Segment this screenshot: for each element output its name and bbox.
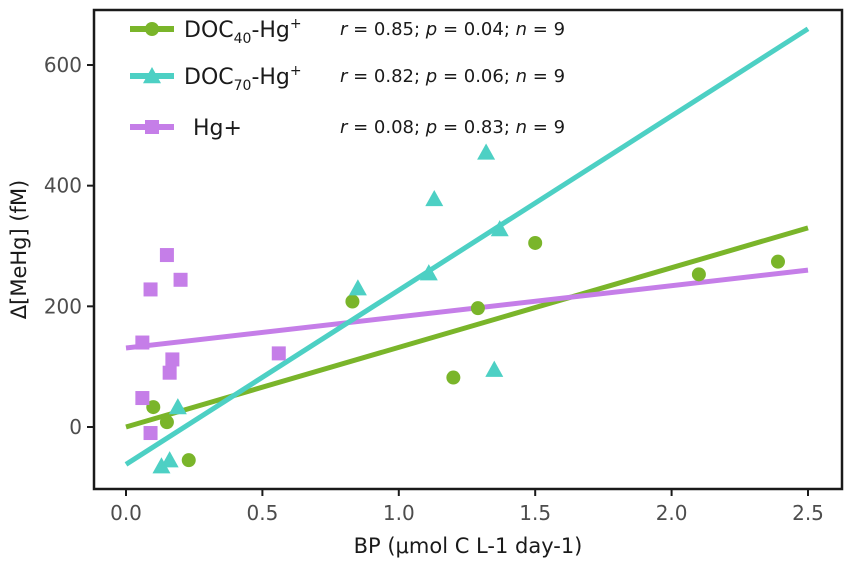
point-circle [146, 400, 161, 415]
point-square [135, 335, 150, 350]
y-tick-label: 400 [44, 174, 82, 198]
axis-ticks: 0.0 0.5 1.0 1.5 2.0 2.5 0 200 400 600 [44, 53, 824, 525]
point-square [143, 426, 158, 441]
fit-lines [124, 26, 810, 467]
legend-key-marker [143, 67, 161, 84]
point-triangle [152, 457, 171, 474]
x-tick-label: 0.5 [246, 501, 278, 525]
point-triangle [425, 189, 444, 207]
point-circle [446, 370, 461, 385]
legend: DOC40-Hg+ r = 0.85; p = 0.04; n = 9 DOC70-… [130, 16, 565, 141]
point-square [135, 391, 150, 406]
point-circle [770, 254, 785, 269]
point-square [162, 365, 177, 380]
point-triangle [348, 279, 367, 296]
legend-label: DOC40-Hg+ [184, 16, 302, 47]
legend-key-marker [145, 22, 159, 36]
point-circle [345, 294, 360, 309]
point-square [271, 346, 286, 361]
point-square [173, 272, 188, 287]
y-tick-label: 600 [44, 53, 82, 77]
point-square [165, 352, 180, 367]
legend-stats: r = 0.08; p = 0.83; n = 9 [340, 117, 565, 138]
y-tick-label: 200 [44, 294, 82, 318]
legend-label: Hg+ [193, 116, 242, 141]
x-axis-label: BP (μmol C L-1 day-1) [354, 534, 583, 558]
fit-line-triangle [124, 26, 810, 467]
x-tick-label: 1.0 [383, 501, 415, 525]
y-axis-label: Δ[MeHg] (fM) [7, 180, 31, 319]
data-points [135, 143, 785, 474]
legend-key-marker [145, 120, 159, 134]
point-triangle [490, 220, 509, 237]
legend-stats: r = 0.82; p = 0.06; n = 9 [340, 66, 565, 87]
point-triangle [160, 451, 179, 468]
y-tick-label: 0 [69, 415, 82, 439]
x-tick-label: 1.5 [519, 501, 551, 525]
x-tick-label: 0.0 [110, 501, 142, 525]
legend-label: DOC70-Hg+ [184, 63, 302, 94]
point-circle [470, 301, 485, 316]
point-triangle [168, 398, 187, 415]
point-circle [691, 267, 706, 282]
plot-frame [92, 8, 844, 491]
point-square [159, 248, 174, 263]
point-triangle [419, 264, 438, 281]
point-triangle [485, 360, 504, 377]
fit-line-square [125, 267, 809, 351]
x-tick-label: 2.5 [792, 501, 824, 525]
point-square [143, 282, 158, 297]
point-circle [528, 235, 543, 250]
legend-stats: r = 0.85; p = 0.04; n = 9 [340, 19, 565, 40]
x-tick-label: 2.0 [656, 501, 688, 525]
point-triangle [477, 143, 496, 160]
point-circle [159, 415, 174, 430]
point-circle [181, 453, 196, 468]
